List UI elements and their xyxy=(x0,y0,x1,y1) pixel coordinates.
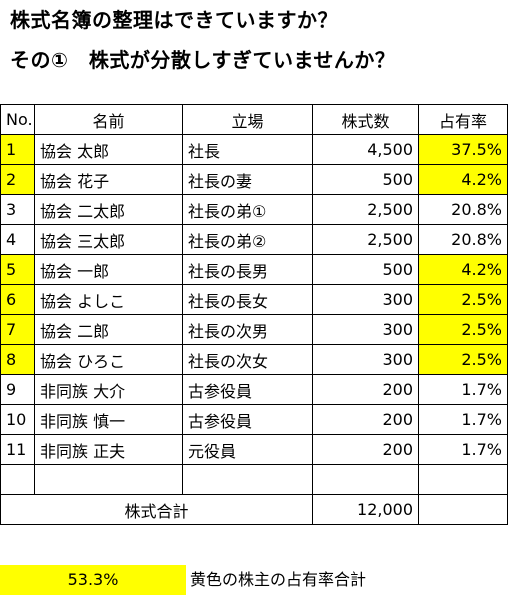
table-body: 1 協会 太郎 社長 4,500 37.5% 2 協会 花子 社長の妻 500 4.2% 3 協会 二… xyxy=(0,134,508,525)
row-name: 非同族 大介 xyxy=(34,374,183,405)
row-no: 3 xyxy=(0,194,35,225)
row-ratio: 1.7% xyxy=(418,404,508,435)
row-name: 協会 ひろこ xyxy=(34,344,183,375)
row-role: 社長の長男 xyxy=(182,254,313,285)
highlight-total-label: 黄色の株主の占有率合計 xyxy=(190,570,367,589)
row-name: 協会 一郎 xyxy=(34,254,183,285)
row-name: 非同族 慎一 xyxy=(34,404,183,435)
row-role: 古参役員 xyxy=(182,404,313,435)
table-row: 10 非同族 慎一 古参役員 200 1.7% xyxy=(0,404,508,435)
table-row: 5 協会 一郎 社長の長男 500 4.2% xyxy=(0,254,508,285)
header-no: No. xyxy=(0,104,35,135)
row-no: 2 xyxy=(0,164,35,195)
row-name: 非同族 正夫 xyxy=(34,434,183,465)
empty-row xyxy=(0,464,508,495)
header-role: 立場 xyxy=(182,104,313,135)
row-shares: 300 xyxy=(312,344,419,375)
row-no: 5 xyxy=(0,254,35,285)
row-name: 協会 二太郎 xyxy=(34,194,183,225)
empty-cell xyxy=(34,464,183,495)
row-no: 8 xyxy=(0,344,35,375)
row-no: 1 xyxy=(0,134,35,165)
total-label: 株式合計 xyxy=(0,494,313,525)
row-ratio: 20.8% xyxy=(418,224,508,255)
row-no: 9 xyxy=(0,374,35,405)
row-name: 協会 花子 xyxy=(34,164,183,195)
row-shares: 500 xyxy=(312,254,419,285)
row-no: 7 xyxy=(0,314,35,345)
row-ratio: 1.7% xyxy=(418,434,508,465)
row-no: 10 xyxy=(0,404,35,435)
row-role: 社長の弟① xyxy=(182,194,313,225)
header-shares: 株式数 xyxy=(312,104,419,135)
empty-cell xyxy=(312,464,419,495)
table-row: 11 非同族 正夫 元役員 200 1.7% xyxy=(0,434,508,465)
table-row: 3 協会 二太郎 社長の弟① 2,500 20.8% xyxy=(0,194,508,225)
row-name: 協会 三太郎 xyxy=(34,224,183,255)
title-line-2: その① 株式が分散しすぎていませんか？ xyxy=(10,48,396,72)
row-role: 社長の妻 xyxy=(182,164,313,195)
row-name: 協会 太郎 xyxy=(34,134,183,165)
empty-cell xyxy=(182,464,313,495)
title-line-1: 株式名簿の整理はできていますか？ xyxy=(10,8,338,32)
header-ratio: 占有率 xyxy=(418,104,508,135)
row-shares: 200 xyxy=(312,404,419,435)
total-shares: 12,000 xyxy=(312,494,419,525)
row-ratio: 4.2% xyxy=(418,164,508,195)
empty-cell xyxy=(0,464,35,495)
row-shares: 300 xyxy=(312,284,419,315)
shareholder-table: No. 名前 立場 株式数 占有率 1 協会 太郎 社長 4,500 37.5% 2 協会 … xyxy=(0,104,508,525)
table-row: 6 協会 よしこ 社長の長女 300 2.5% xyxy=(0,284,508,315)
row-name: 協会 よしこ xyxy=(34,284,183,315)
row-no: 4 xyxy=(0,224,35,255)
total-ratio-empty xyxy=(418,494,508,525)
row-role: 社長の長女 xyxy=(182,284,313,315)
row-role: 社長の弟② xyxy=(182,224,313,255)
row-no: 6 xyxy=(0,284,35,315)
row-role: 古参役員 xyxy=(182,374,313,405)
row-shares: 200 xyxy=(312,374,419,405)
empty-cell xyxy=(418,464,508,495)
row-ratio: 1.7% xyxy=(418,374,508,405)
row-shares: 4,500 xyxy=(312,134,419,165)
row-ratio: 2.5% xyxy=(418,344,508,375)
table-row: 7 協会 二郎 社長の次男 300 2.5% xyxy=(0,314,508,345)
row-ratio: 4.2% xyxy=(418,254,508,285)
row-role: 社長の次女 xyxy=(182,344,313,375)
row-shares: 2,500 xyxy=(312,194,419,225)
highlight-total-value: 53.3% xyxy=(0,565,186,595)
header-row: No. 名前 立場 株式数 占有率 xyxy=(0,104,508,135)
total-row: 株式合計 12,000 xyxy=(0,494,508,525)
row-role: 社長の次男 xyxy=(182,314,313,345)
row-ratio: 37.5% xyxy=(418,134,508,165)
header-name: 名前 xyxy=(34,104,183,135)
row-ratio: 2.5% xyxy=(418,284,508,315)
row-shares: 200 xyxy=(312,434,419,465)
table-row: 9 非同族 大介 古参役員 200 1.7% xyxy=(0,374,508,405)
row-shares: 500 xyxy=(312,164,419,195)
table-row: 1 協会 太郎 社長 4,500 37.5% xyxy=(0,134,508,165)
row-shares: 2,500 xyxy=(312,224,419,255)
table-row: 4 協会 三太郎 社長の弟② 2,500 20.8% xyxy=(0,224,508,255)
row-no: 11 xyxy=(0,434,35,465)
row-ratio: 2.5% xyxy=(418,314,508,345)
row-shares: 300 xyxy=(312,314,419,345)
table-row: 2 協会 花子 社長の妻 500 4.2% xyxy=(0,164,508,195)
table-row: 8 協会 ひろこ 社長の次女 300 2.5% xyxy=(0,344,508,375)
row-role: 社長 xyxy=(182,134,313,165)
row-ratio: 20.8% xyxy=(418,194,508,225)
row-role: 元役員 xyxy=(182,434,313,465)
row-name: 協会 二郎 xyxy=(34,314,183,345)
